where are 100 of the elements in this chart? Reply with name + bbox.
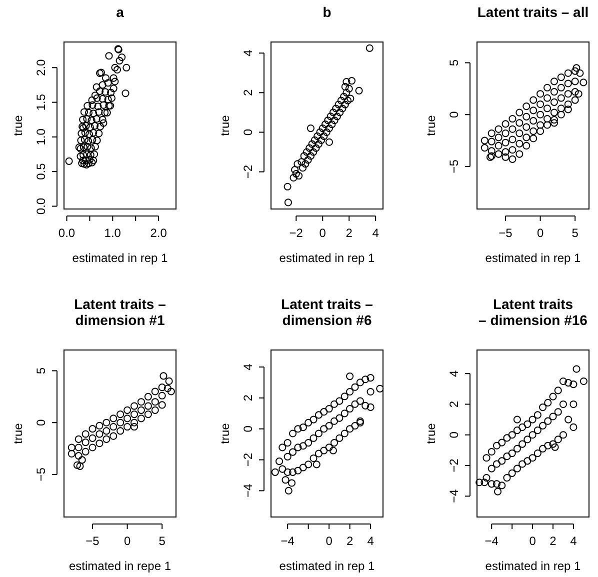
point	[334, 100, 342, 108]
x-tick-label: 0	[124, 534, 131, 548]
point	[314, 132, 322, 140]
point	[570, 380, 578, 388]
y-tick-label: 0.5	[34, 162, 48, 180]
point	[488, 480, 496, 488]
y-tick-label: 1.5	[34, 94, 48, 111]
chart-title: b	[322, 4, 332, 20]
point	[544, 417, 552, 425]
point	[518, 460, 526, 468]
point	[310, 148, 318, 156]
point	[68, 450, 76, 458]
point	[488, 448, 496, 456]
y-tick-label: 0	[447, 110, 461, 118]
point	[503, 474, 511, 482]
point	[330, 116, 338, 124]
y-axis-title: true	[11, 422, 25, 444]
y-tick-label: 0	[447, 431, 461, 438]
point	[82, 448, 90, 456]
point	[534, 426, 542, 434]
point	[124, 422, 132, 431]
point	[68, 444, 76, 452]
point	[341, 82, 349, 90]
y-tick-label: 4	[241, 49, 255, 56]
x-tick-label: −5	[86, 534, 100, 548]
point	[284, 182, 292, 190]
x-tick-label: 0.0	[58, 226, 76, 240]
point	[284, 198, 292, 206]
point	[116, 418, 124, 426]
point	[328, 120, 336, 128]
point	[322, 128, 330, 136]
point	[492, 442, 501, 450]
x-tick-label: 0	[529, 534, 536, 548]
point	[345, 84, 353, 92]
x-tick-label: −2	[289, 226, 304, 240]
point	[290, 174, 298, 182]
point	[300, 152, 308, 160]
point	[508, 431, 516, 439]
point	[82, 430, 90, 438]
point	[78, 456, 86, 464]
point	[144, 410, 152, 418]
x-tick-label: 2	[346, 534, 354, 548]
point	[137, 414, 146, 422]
y-tick-label: 0	[34, 418, 48, 426]
point	[318, 136, 326, 144]
point	[116, 410, 124, 418]
point	[559, 400, 568, 408]
point	[151, 398, 159, 406]
point	[340, 92, 348, 100]
point	[158, 384, 166, 392]
point	[513, 464, 521, 472]
y-tick-label: 5	[447, 59, 461, 66]
point	[124, 406, 132, 414]
x-tick-label: −4	[484, 534, 499, 548]
point	[130, 402, 138, 410]
point	[528, 416, 536, 424]
point	[325, 124, 334, 132]
point	[498, 482, 506, 490]
point	[559, 431, 568, 439]
chart-title: Latent traits – dimension #6	[281, 296, 374, 328]
point	[554, 408, 562, 416]
y-tick-label: 2.0	[34, 58, 48, 76]
point	[513, 444, 521, 452]
point	[306, 144, 314, 152]
y-tick-label: 0	[241, 128, 255, 136]
point	[110, 414, 118, 422]
point	[524, 457, 532, 465]
point	[544, 398, 552, 406]
y-tick-label: 2	[241, 89, 255, 96]
point	[342, 88, 350, 96]
point	[564, 416, 572, 424]
point	[551, 443, 559, 451]
x-tick-label: 0	[319, 226, 326, 240]
point	[366, 44, 374, 52]
y-tick-label: 4	[447, 370, 461, 377]
point	[538, 444, 547, 452]
point	[298, 158, 306, 166]
point	[492, 460, 501, 468]
point	[110, 432, 118, 440]
point	[518, 440, 526, 448]
point	[580, 377, 588, 386]
point	[338, 104, 346, 112]
point	[151, 388, 159, 396]
y-tick-label: −2	[241, 164, 255, 179]
point	[130, 422, 138, 431]
point	[302, 148, 311, 156]
point	[572, 365, 580, 373]
x-axis-title: estimated in rep 1	[485, 251, 582, 265]
chart-title: Latent traits – dimension #1	[74, 296, 166, 328]
point	[549, 412, 557, 420]
x-axis-title: estimated in repe 1	[68, 559, 172, 573]
x-tick-label: 4	[367, 534, 374, 548]
x-tick-label: −5	[498, 226, 513, 240]
point	[74, 444, 82, 452]
point	[312, 144, 320, 152]
point	[151, 406, 159, 414]
point	[130, 418, 138, 426]
y-axis-title: true	[218, 422, 232, 444]
point	[549, 392, 557, 400]
point	[488, 464, 496, 472]
